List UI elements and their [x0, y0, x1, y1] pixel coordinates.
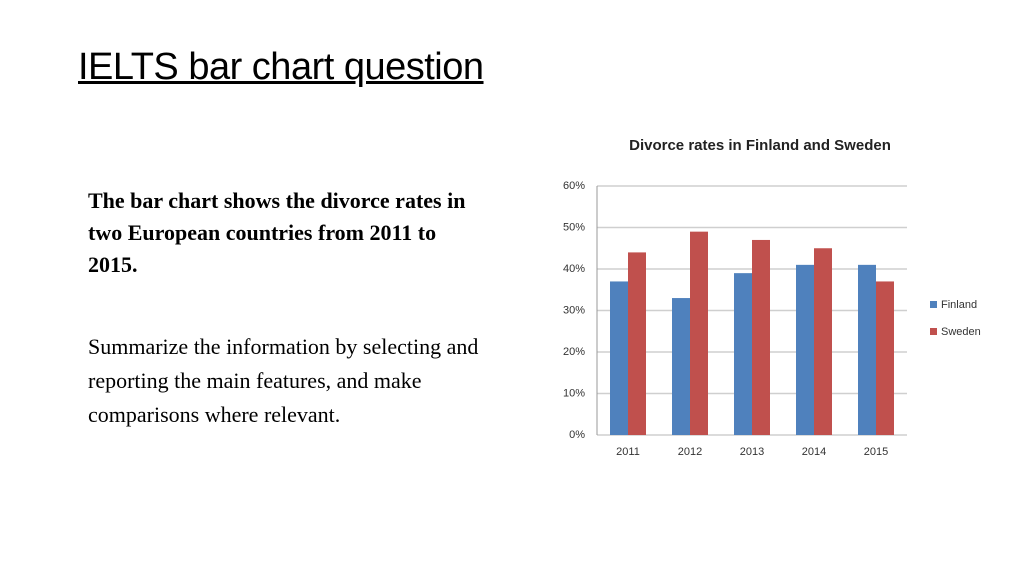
slide-title: IELTS bar chart question — [78, 46, 484, 88]
task-text: Summarize the information by selecting a… — [88, 334, 479, 427]
legend-swatch — [930, 301, 937, 308]
y-tick-label: 60% — [563, 180, 585, 192]
bar — [752, 239, 770, 435]
bar — [628, 252, 646, 435]
x-tick-label: 2013 — [740, 446, 764, 458]
y-tick-label: 20% — [563, 346, 585, 358]
bar — [796, 264, 814, 435]
prompt-text: The bar chart shows the divorce rates in… — [88, 188, 466, 277]
legend-swatch — [930, 328, 937, 335]
bar — [858, 264, 876, 435]
legend-label: Sweden — [941, 326, 981, 338]
bar — [690, 231, 708, 435]
bar — [734, 273, 752, 435]
y-tick-label: 50% — [563, 221, 585, 233]
bar — [876, 281, 894, 435]
y-tick-label: 30% — [563, 304, 585, 316]
chart-title: Divorce rates in Finland and Sweden — [629, 137, 891, 154]
x-tick-label: 2015 — [864, 446, 888, 458]
x-tick-label: 2014 — [802, 446, 826, 458]
x-tick-label: 2012 — [678, 446, 702, 458]
bar — [672, 298, 690, 435]
x-tick-label: 2011 — [616, 446, 640, 458]
bar — [610, 281, 628, 435]
y-tick-label: 40% — [563, 263, 585, 275]
bar — [814, 248, 832, 435]
y-tick-label: 0% — [569, 429, 585, 441]
legend-label: Finland — [941, 299, 977, 311]
y-tick-label: 10% — [563, 387, 585, 399]
